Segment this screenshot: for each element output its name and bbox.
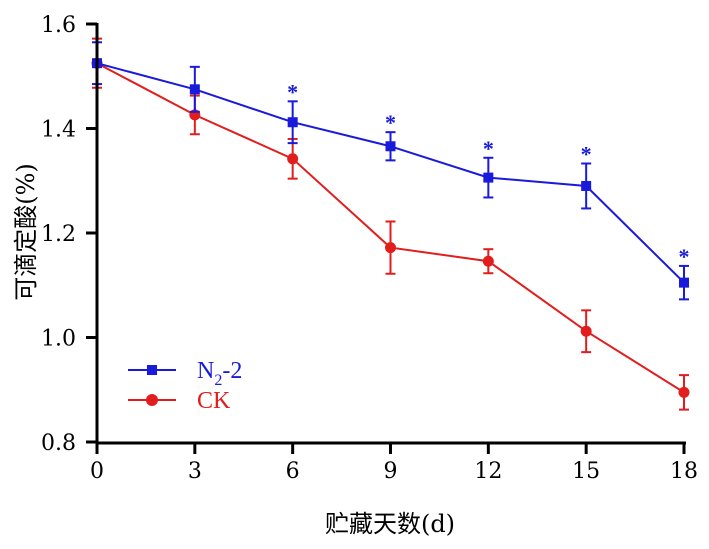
ticks: 0 3 6 9 12 15 18 0.8 1.0 1.2 1.4 1.6: [41, 13, 698, 484]
data-point-ck: [385, 242, 396, 254]
legend-item-ck: CK: [128, 388, 231, 414]
legend: N2-2 CK: [128, 358, 242, 414]
legend-label-n2-2-tail: -2: [222, 358, 242, 384]
plot-area: * * * * * 0 3 6 9 12 15 18 0.8 1.0 1.2 1.4 1.6: [41, 13, 698, 484]
significance-star: *: [581, 142, 592, 167]
data-point-n2-2: [385, 141, 396, 152]
x-tick-label: 18: [670, 459, 698, 484]
x-tick-label: 9: [384, 459, 398, 484]
y-tick-label: 1.0: [41, 327, 76, 352]
series-layer: * * * * *: [91, 37, 690, 411]
data-point-n2-2: [581, 180, 592, 191]
significance-star: *: [385, 110, 396, 135]
significance-star: *: [483, 136, 494, 161]
data-point-n2-2: [287, 117, 298, 128]
legend-marker-n2-2: [147, 365, 157, 375]
data-point-n2-2: [679, 277, 689, 288]
legend-label-n2-2-base: N: [197, 358, 214, 384]
legend-label-ck: CK: [197, 388, 231, 414]
legend-label-n2-2: N2-2: [197, 358, 242, 389]
y-tick-label: 1.2: [41, 222, 76, 247]
x-tick-label: 6: [286, 459, 300, 484]
data-point-ck: [287, 153, 299, 165]
x-tick-label: 15: [572, 459, 600, 484]
legend-item-n2-2: N2-2: [128, 358, 242, 389]
significance-star: *: [679, 244, 690, 269]
data-point-ck: [482, 255, 494, 267]
y-tick-label: 1.6: [41, 13, 76, 38]
y-tick-label: 0.8: [41, 431, 76, 456]
significance-star: *: [287, 79, 298, 104]
legend-marker-ck: [146, 394, 158, 406]
y-tick-label: 1.4: [41, 118, 76, 143]
x-tick-label: 12: [474, 459, 502, 484]
data-point-n2-2: [483, 172, 494, 183]
data-point-ck: [678, 386, 690, 398]
y-axis-title: 可滴定酸(%): [12, 163, 40, 301]
x-axis-title: 贮藏天数(d): [325, 510, 455, 538]
data-point-ck: [580, 325, 592, 337]
x-tick-label: 0: [90, 459, 104, 484]
legend-label-n2-2-sub: 2: [214, 372, 222, 389]
data-point-n2-2: [189, 84, 200, 95]
series-ck: [91, 37, 690, 411]
x-tick-label: 3: [188, 459, 202, 484]
